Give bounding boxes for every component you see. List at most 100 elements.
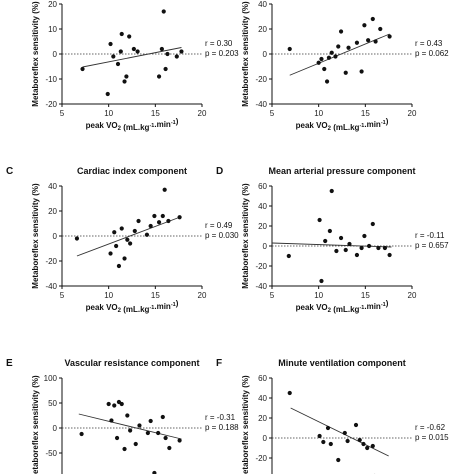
- panel-3-data-point: [156, 220, 162, 225]
- panel-4-data-point: [329, 188, 334, 194]
- panel-4-data-point: [359, 245, 364, 251]
- panel-5-y-label: Metaboreflex sensitivity (%): [31, 375, 40, 474]
- panel-4-x-tick-label: 5: [270, 291, 275, 300]
- panel-3-data-point: [74, 236, 80, 241]
- panel-1-data-point: [159, 46, 164, 52]
- panel-5-data-point: [79, 431, 84, 437]
- panel-1-data-point: [108, 41, 113, 47]
- panel-3-y-tick-label: 20: [48, 207, 57, 216]
- panel-2-x-tick-label: 10: [314, 109, 323, 118]
- panel-1-data-point: [161, 9, 166, 14]
- panel-3-x-tick-label: 5: [60, 291, 65, 300]
- panel-3-data-point: [162, 187, 167, 192]
- panel-3-x-tick-label: 10: [104, 291, 113, 300]
- panel-3-y-label: Metaboreflex sensitivity (%): [31, 183, 40, 289]
- panel-2-data-point: [333, 54, 338, 59]
- panel-4-data-point: [334, 248, 339, 254]
- panel-2-regression-line: [289, 33, 390, 76]
- panel-4-title: Mean arterial pressure component: [268, 166, 415, 176]
- panel-4-data-point: [323, 238, 328, 244]
- panel-3-data-point: [108, 251, 113, 256]
- panel-6-y-tick-label: -20: [255, 454, 267, 463]
- panel-4-data-point: [343, 247, 348, 253]
- panel-5-data-point: [137, 423, 142, 428]
- panel-5-data-point: [112, 403, 117, 408]
- panel-1-x-tick-label: 10: [104, 109, 113, 118]
- panel-6-y-tick-label: 0: [263, 434, 268, 443]
- panel-6-data-point: [357, 437, 362, 443]
- panel-2-data-point: [359, 69, 364, 74]
- panel-3-data-point: [152, 213, 157, 219]
- panel-3-data-point: [122, 256, 127, 261]
- panel-3-data-point: [125, 237, 130, 242]
- panel-6-p-value: p = 0.015: [415, 433, 449, 442]
- panel-1-y-tick-label: 10: [48, 25, 57, 34]
- panel-5-data-point: [156, 430, 161, 436]
- panel-3-x-label: peak VO2 (mL.kg-1.min-1): [86, 299, 179, 314]
- panel-4-letter: D: [216, 166, 223, 177]
- panel-6-data-point: [365, 445, 370, 451]
- panel-4-y-tick-label: -20: [255, 262, 267, 271]
- panel-1-data-point: [105, 91, 110, 97]
- panel-2-data-point: [354, 40, 360, 45]
- panel-1-x-tick-label: 20: [198, 109, 207, 118]
- panel-3-data-point: [166, 218, 171, 224]
- panel-2-y-tick-label: 40: [258, 0, 267, 9]
- panel-2-y-tick-label: -20: [255, 75, 267, 84]
- panel-1-r-value: r = 0.30: [205, 39, 233, 48]
- panel-5-data-point: [145, 430, 150, 436]
- panel-5-data-point: [167, 445, 172, 451]
- panel-5-r-value: r = -0.31: [205, 413, 236, 422]
- panel-5-data-point: [177, 438, 182, 443]
- panel-4-y-tick-label: 60: [258, 182, 267, 191]
- panel-2-data-point: [378, 26, 383, 32]
- panel-1-data-point: [124, 74, 129, 79]
- panel-6-data-point: [342, 430, 347, 436]
- panel-4-x-tick-label: 20: [408, 291, 417, 300]
- panel-4-y-tick-label: 0: [263, 242, 268, 251]
- panel-2-data-point: [326, 55, 332, 60]
- panel-3-x-tick-label: 15: [151, 291, 160, 300]
- panel-2-y-tick-label: 20: [258, 25, 267, 34]
- panel-1-y-tick-label: -10: [45, 75, 57, 84]
- panel-3-data-point: [132, 228, 137, 234]
- panel-2-y-label: Metaboreflex sensitivity (%): [241, 1, 250, 107]
- panel-4-data-point: [319, 278, 324, 284]
- panel-1-x-tick-label: 15: [151, 109, 160, 118]
- panel-2-y-tick-label: 0: [263, 50, 268, 59]
- panel-6-data-point: [328, 441, 333, 447]
- panel-3-data-point: [160, 213, 165, 219]
- panel-1-x-label: peak VO2 (mL.kg-1.min-1): [86, 117, 179, 132]
- panel-1-data-point: [179, 49, 184, 54]
- panel-1-data-point: [131, 46, 136, 52]
- panel-6-data-point: [325, 425, 331, 431]
- panel-4-data-point: [362, 233, 367, 239]
- panel-4-x-tick-label: 15: [361, 291, 370, 300]
- panel-5-y-tick-label: 50: [48, 399, 57, 408]
- panel-1-data-point: [156, 74, 162, 79]
- panel-4-x-tick-label: 10: [314, 291, 323, 300]
- panel-2-y-tick-label: -40: [255, 100, 267, 109]
- panel-5-y-tick-label: 0: [53, 424, 58, 433]
- panel-2-data-point: [319, 56, 324, 62]
- panel-3-r-value: r = 0.49: [205, 221, 233, 230]
- panel-5-y-tick-label: -50: [45, 449, 57, 458]
- panel-2-data-point: [336, 44, 341, 49]
- panel-5-data-point: [109, 418, 114, 423]
- panel-3-data-point: [136, 218, 141, 224]
- panel-3-y-tick-label: 0: [53, 232, 58, 241]
- panel-1-y-tick-label: 0: [53, 50, 58, 59]
- panel-6-title: Minute ventilation component: [278, 358, 406, 368]
- panel-2-data-point: [366, 38, 371, 43]
- panel-4-data-point: [286, 253, 291, 259]
- panel-2-data-point: [362, 23, 367, 28]
- panel-4-data-point: [338, 235, 344, 241]
- panel-1-data-point: [115, 61, 121, 67]
- panel-5-data-point: [114, 435, 120, 441]
- panel-6-data-point: [353, 422, 359, 428]
- panel-1-y-label: Metaboreflex sensitivity (%): [31, 1, 40, 107]
- panel-2-p-value: p = 0.062: [415, 49, 449, 58]
- panel-1-x-tick-label: 5: [60, 109, 65, 118]
- panel-2-x-tick-label: 15: [361, 109, 370, 118]
- panel-3-x-tick-label: 20: [198, 291, 207, 300]
